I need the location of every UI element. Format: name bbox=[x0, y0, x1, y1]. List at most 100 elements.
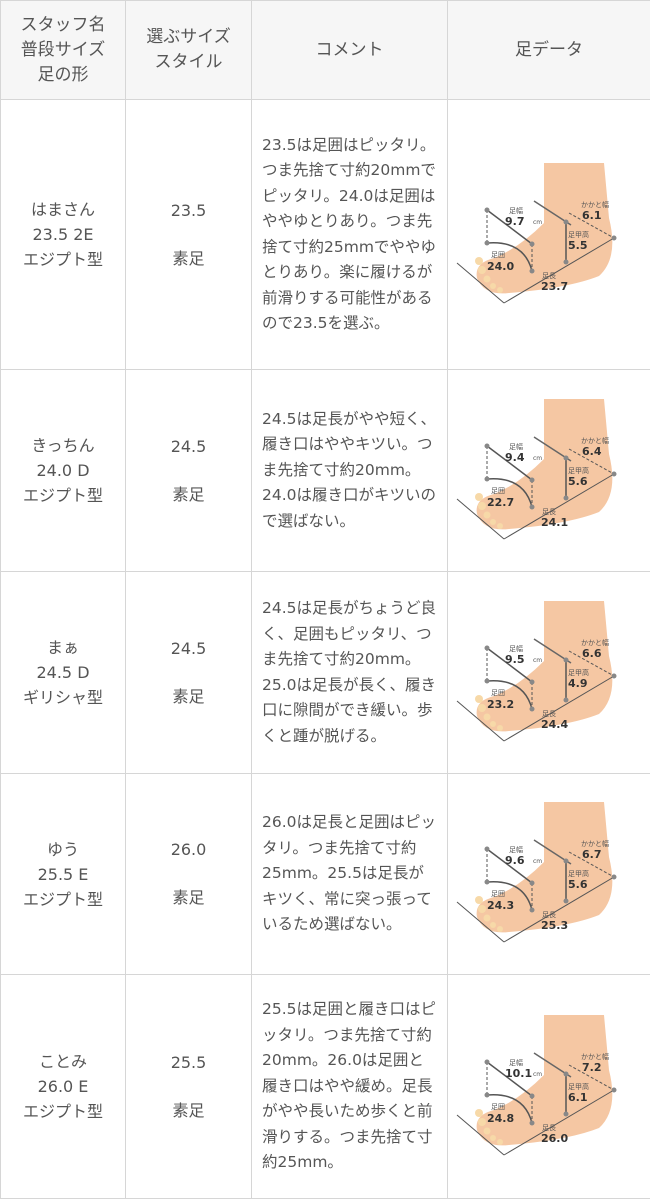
length-label: 足長 bbox=[542, 1124, 556, 1132]
usual-size: 25.5 E bbox=[2, 862, 124, 887]
instep-value: 4.9 bbox=[568, 677, 588, 690]
width-label: 足幅 bbox=[509, 644, 523, 653]
header-foot-data: 足データ bbox=[448, 1, 650, 100]
width-value: 9.4 bbox=[505, 451, 525, 464]
style: 素足 bbox=[127, 1087, 250, 1135]
comment: 26.0は足長と足囲はピッタリ。つま先捨て寸約25mm。25.5は足長がキツく、… bbox=[252, 774, 448, 975]
table-header: スタッフ名 普段サイズ 足の形 選ぶサイズ スタイル コメント 足データ bbox=[1, 1, 650, 100]
width-label: 足幅 bbox=[509, 442, 523, 451]
length-label: 足長 bbox=[542, 272, 556, 280]
chosen-size: 26.0 bbox=[127, 826, 250, 874]
size-cell: 23.5 素足 bbox=[126, 100, 252, 370]
girth-value: 23.2 bbox=[487, 698, 514, 711]
instep-value: 5.5 bbox=[568, 239, 588, 252]
girth-label: 足囲 bbox=[491, 689, 505, 697]
chosen-size: 23.5 bbox=[127, 187, 250, 235]
chosen-size: 24.5 bbox=[127, 423, 250, 471]
style: 素足 bbox=[127, 673, 250, 721]
instep-label: 足甲高 bbox=[568, 230, 589, 239]
length-label: 足長 bbox=[542, 710, 556, 718]
staff-cell: まぁ 24.5 D ギリシャ型 bbox=[1, 572, 126, 774]
heel-value: 6.6 bbox=[582, 647, 602, 660]
heel-value: 7.2 bbox=[582, 1061, 602, 1074]
girth-value: 24.3 bbox=[487, 899, 514, 912]
table-row: ゆう 25.5 E エジプト型 26.0 素足 26.0は足長と足囲はピッタリ。… bbox=[1, 774, 650, 975]
width-value: 9.5 bbox=[505, 653, 525, 666]
staff-name: まぁ bbox=[2, 635, 124, 660]
width-value: 9.7 bbox=[505, 215, 525, 228]
unit: cm bbox=[533, 219, 542, 226]
foot-diagram: 足幅 9.6 cm 足囲 24.3 足長 25.3 かかと幅 6.7 足甲高 5… bbox=[449, 797, 649, 947]
length-value: 24.4 bbox=[541, 718, 568, 731]
length-value: 26.0 bbox=[541, 1132, 568, 1145]
style: 素足 bbox=[127, 471, 250, 519]
foot-shape: エジプト型 bbox=[2, 247, 124, 272]
girth-value: 22.7 bbox=[487, 496, 514, 509]
girth-value: 24.0 bbox=[487, 260, 514, 273]
staff-name: はまさん bbox=[2, 197, 124, 222]
width-label: 足幅 bbox=[509, 1058, 523, 1067]
usual-size: 24.5 D bbox=[2, 660, 124, 685]
girth-label: 足囲 bbox=[491, 890, 505, 898]
heel-label: かかと幅 bbox=[581, 200, 609, 209]
heel-label: かかと幅 bbox=[581, 638, 609, 647]
length-value: 25.3 bbox=[541, 919, 568, 932]
width-value: 10.1 bbox=[505, 1067, 532, 1080]
girth-label: 足囲 bbox=[491, 251, 505, 259]
staff-cell: きっちん 24.0 D エジプト型 bbox=[1, 370, 126, 572]
heel-value: 6.7 bbox=[582, 848, 602, 861]
instep-label: 足甲高 bbox=[568, 869, 589, 878]
girth-value: 24.8 bbox=[487, 1112, 514, 1125]
instep-value: 5.6 bbox=[568, 475, 588, 488]
foot-shape: エジプト型 bbox=[2, 1099, 124, 1124]
size-cell: 24.5 素足 bbox=[126, 572, 252, 774]
staff-cell: ことみ 26.0 E エジプト型 bbox=[1, 975, 126, 1199]
foot-data-cell: 足幅 9.6 cm 足囲 24.3 足長 25.3 かかと幅 6.7 足甲高 5… bbox=[448, 774, 650, 975]
style: 素足 bbox=[127, 874, 250, 922]
foot-shape: エジプト型 bbox=[2, 887, 124, 912]
style: 素足 bbox=[127, 235, 250, 283]
girth-label: 足囲 bbox=[491, 487, 505, 495]
table-row: きっちん 24.0 D エジプト型 24.5 素足 24.5は足長がやや短く、履… bbox=[1, 370, 650, 572]
foot-data-cell: 足幅 9.4 cm 足囲 22.7 足長 24.1 かかと幅 6.4 足甲高 5… bbox=[448, 370, 650, 572]
heel-label: かかと幅 bbox=[581, 1052, 609, 1061]
foot-diagram: 足幅 9.7 cm 足囲 24.0 足長 23.7 かかと幅 6.1 足甲高 5… bbox=[449, 158, 649, 308]
unit: cm bbox=[533, 858, 542, 865]
foot-shape: エジプト型 bbox=[2, 483, 124, 508]
foot-data-cell: 足幅 9.5 cm 足囲 23.2 足長 24.4 かかと幅 6.6 足甲高 4… bbox=[448, 572, 650, 774]
length-value: 24.1 bbox=[541, 516, 568, 529]
staff-name: きっちん bbox=[2, 433, 124, 458]
width-label: 足幅 bbox=[509, 845, 523, 854]
foot-diagram: 足幅 10.1 cm 足囲 24.8 足長 26.0 かかと幅 7.2 足甲高 … bbox=[449, 1010, 649, 1160]
foot-shape: ギリシャ型 bbox=[2, 685, 124, 710]
heel-label: かかと幅 bbox=[581, 436, 609, 445]
staff-name: ことみ bbox=[2, 1049, 124, 1074]
length-label: 足長 bbox=[542, 911, 556, 919]
header-comment: コメント bbox=[252, 1, 448, 100]
instep-label: 足甲高 bbox=[568, 668, 589, 677]
usual-size: 26.0 E bbox=[2, 1074, 124, 1099]
heel-value: 6.4 bbox=[582, 445, 602, 458]
size-cell: 26.0 素足 bbox=[126, 774, 252, 975]
foot-data-cell: 足幅 10.1 cm 足囲 24.8 足長 26.0 かかと幅 7.2 足甲高 … bbox=[448, 975, 650, 1199]
instep-value: 5.6 bbox=[568, 878, 588, 891]
header-staff: スタッフ名 普段サイズ 足の形 bbox=[1, 1, 126, 100]
length-value: 23.7 bbox=[541, 280, 568, 293]
header-size: 選ぶサイズ スタイル bbox=[126, 1, 252, 100]
chosen-size: 25.5 bbox=[127, 1039, 250, 1087]
unit: cm bbox=[533, 455, 542, 462]
width-value: 9.6 bbox=[505, 854, 525, 867]
foot-diagram: 足幅 9.4 cm 足囲 22.7 足長 24.1 かかと幅 6.4 足甲高 5… bbox=[449, 394, 649, 544]
girth-label: 足囲 bbox=[491, 1103, 505, 1111]
size-cell: 24.5 素足 bbox=[126, 370, 252, 572]
chosen-size: 24.5 bbox=[127, 625, 250, 673]
size-cell: 25.5 素足 bbox=[126, 975, 252, 1199]
length-label: 足長 bbox=[542, 508, 556, 516]
instep-label: 足甲高 bbox=[568, 466, 589, 475]
instep-value: 6.1 bbox=[568, 1091, 588, 1104]
table-row: ことみ 26.0 E エジプト型 25.5 素足 25.5は足囲と履き口はピッタ… bbox=[1, 975, 650, 1199]
heel-value: 6.1 bbox=[582, 209, 602, 222]
foot-diagram: 足幅 9.5 cm 足囲 23.2 足長 24.4 かかと幅 6.6 足甲高 4… bbox=[449, 596, 649, 746]
table-row: まぁ 24.5 D ギリシャ型 24.5 素足 24.5は足長がちょうど良く、足… bbox=[1, 572, 650, 774]
